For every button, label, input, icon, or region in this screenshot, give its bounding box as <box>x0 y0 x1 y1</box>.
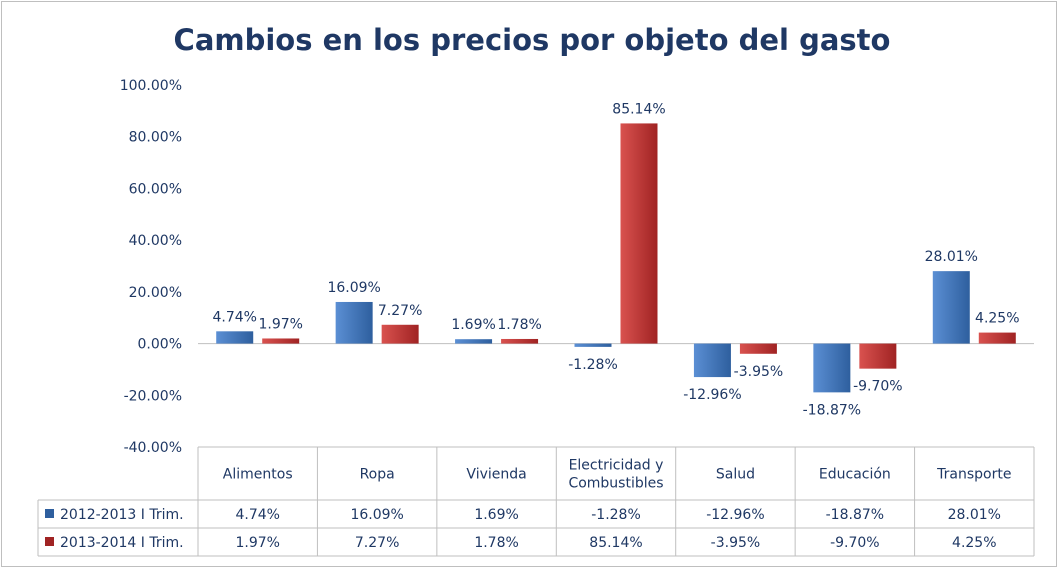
category-label: Vivienda <box>466 467 526 483</box>
bar-s1-0 <box>216 331 254 344</box>
y-tick-label: 80.00% <box>129 130 182 146</box>
data-label: 1.97% <box>258 316 302 332</box>
bar-s2-6 <box>978 332 1016 344</box>
bar-s2-4 <box>739 343 777 354</box>
bar-s2-2 <box>501 338 539 344</box>
chart-title: Cambios en los precios por objeto del ga… <box>174 23 891 57</box>
y-tick-label: -40.00% <box>124 440 182 456</box>
data-labels: 4.74% 16.09% 1.69% -1.28% -12.96% -18.87% 28.0… <box>212 101 1019 418</box>
y-tick-label: 0.00% <box>138 337 182 353</box>
bar-s1-1 <box>335 301 373 344</box>
data-label: 85.14% <box>612 101 665 117</box>
data-label: 4.74% <box>212 309 256 325</box>
y-tick-label: 100.00% <box>120 78 182 94</box>
category-label: Salud <box>716 467 755 483</box>
bar-s1-2 <box>455 339 493 344</box>
table-cell: 1.69% <box>474 507 518 523</box>
data-label: 7.27% <box>378 303 422 319</box>
bar-s1-4 <box>693 343 731 378</box>
data-label: 28.01% <box>925 249 978 265</box>
y-tick-label: 60.00% <box>129 181 182 197</box>
data-label: -12.96% <box>683 387 741 403</box>
data-label: -18.87% <box>803 402 861 418</box>
category-label: Combustibles <box>568 476 663 492</box>
y-axis: 100.00% 80.00% 60.00% 40.00% 20.00% 0.00% -20.… <box>120 78 1034 456</box>
table-cell: -3.95% <box>711 535 761 551</box>
data-label: 4.25% <box>975 311 1019 327</box>
table-cell: 1.78% <box>474 535 518 551</box>
legend-label: 2012-2013 I Trim. <box>60 507 184 523</box>
category-label: Electricidad y <box>569 458 664 474</box>
bars <box>216 123 1016 393</box>
bar-s2-1 <box>381 324 419 344</box>
data-table: Alimentos Ropa Vivienda Electricidad y Combu… <box>37 446 1035 557</box>
table-cell: -9.70% <box>830 535 880 551</box>
bar-s1-5 <box>813 343 851 393</box>
table-cell: 16.09% <box>350 507 403 523</box>
bar-s2-5 <box>859 343 897 369</box>
category-label: Ropa <box>360 467 395 483</box>
bar-s2-3 <box>620 123 658 344</box>
data-label: 1.78% <box>497 317 541 333</box>
table-cell: -12.96% <box>706 507 764 523</box>
table-cell: 28.01% <box>948 507 1001 523</box>
category-label: Alimentos <box>223 467 293 483</box>
bar-s2-0 <box>262 338 300 344</box>
data-label: 1.69% <box>451 317 495 333</box>
legend-key-s1 <box>45 509 54 518</box>
data-label: -9.70% <box>853 379 903 395</box>
category-label: Transporte <box>936 467 1011 483</box>
table-cell: 4.74% <box>235 507 279 523</box>
y-tick-label: 40.00% <box>129 233 182 249</box>
table-cell: 7.27% <box>355 535 399 551</box>
table-cell: -18.87% <box>826 507 884 523</box>
table-cell: 85.14% <box>589 535 642 551</box>
y-tick-label: 20.00% <box>129 285 182 301</box>
table-cell: 1.97% <box>235 535 279 551</box>
table-cell: -1.28% <box>591 507 641 523</box>
data-label: 16.09% <box>327 280 380 296</box>
category-label: Educación <box>819 467 891 483</box>
bar-s1-3 <box>574 343 612 347</box>
table-cell: 4.25% <box>952 535 996 551</box>
legend-key-s2 <box>45 537 54 546</box>
bar-s1-6 <box>932 271 970 344</box>
data-label: -3.95% <box>734 364 784 380</box>
legend-label: 2013-2014 I Trim. <box>60 535 184 551</box>
y-tick-label: -20.00% <box>124 388 182 404</box>
data-label: -1.28% <box>568 357 618 373</box>
